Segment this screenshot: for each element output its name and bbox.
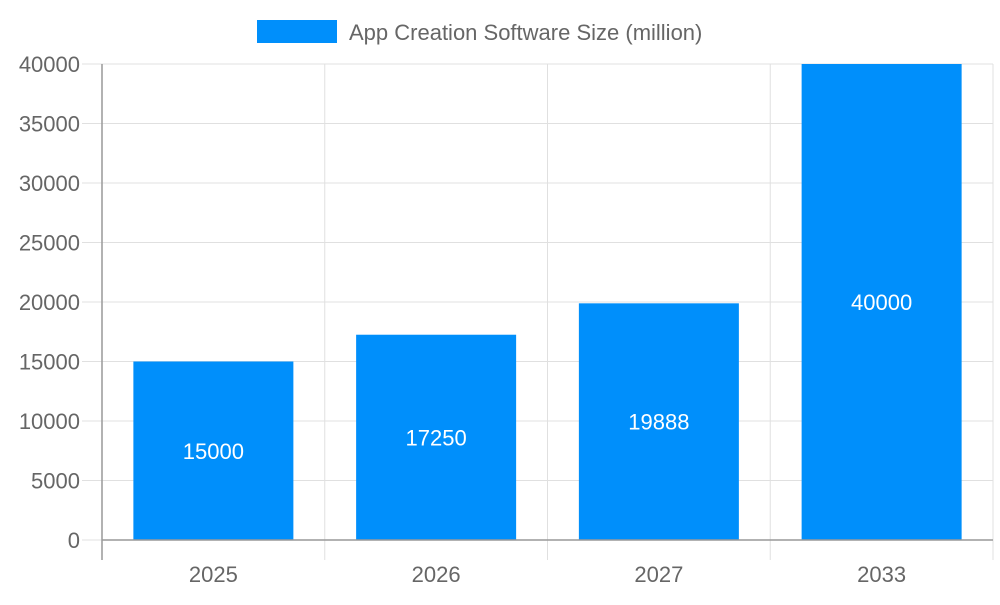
legend-label: App Creation Software Size (million): [349, 20, 702, 45]
y-tick-label: 40000: [19, 52, 80, 77]
bar: [578, 303, 739, 540]
bar: [356, 334, 517, 540]
x-tick-label: 2033: [857, 562, 906, 587]
x-tick-label: 2026: [412, 562, 461, 587]
y-tick-label: 25000: [19, 231, 80, 256]
x-tick-label: 2027: [634, 562, 683, 587]
y-tick-label: 30000: [19, 171, 80, 196]
legend-swatch: [257, 20, 337, 43]
y-tick-label: 5000: [31, 469, 80, 494]
data-label: 40000: [851, 290, 912, 315]
y-tick-label: 10000: [19, 409, 80, 434]
y-tick-label: 15000: [19, 350, 80, 375]
y-tick-label: 35000: [19, 112, 80, 137]
axes: 0 5000 10000 15000 20000 25000 30000 35000 40000…: [19, 52, 993, 587]
data-label: 19888: [628, 410, 689, 435]
bar: [801, 64, 962, 540]
data-label: 17250: [406, 425, 467, 450]
bar: [133, 361, 294, 540]
x-tick-label: 2025: [189, 562, 238, 587]
y-tick-label: 0: [68, 528, 80, 553]
y-tick-label: 20000: [19, 290, 80, 315]
legend[interactable]: App Creation Software Size (million): [257, 20, 702, 45]
bars: 15000 17250 19888 40000: [133, 64, 962, 540]
data-label: 15000: [183, 439, 244, 464]
